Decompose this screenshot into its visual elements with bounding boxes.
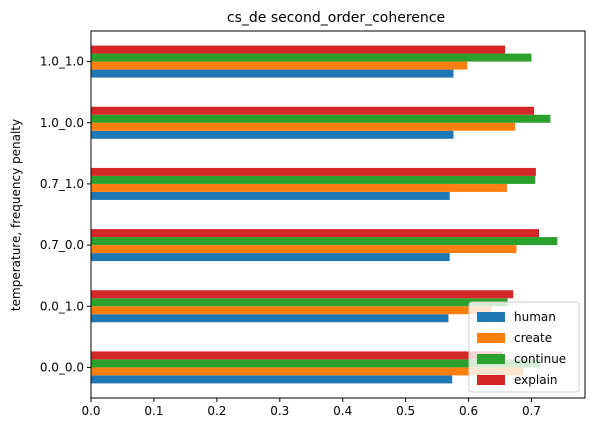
bar-create-0.7_1.0 <box>91 183 507 192</box>
x-tick-label: 0.5 <box>396 404 415 418</box>
legend-label-create: create <box>514 331 552 345</box>
y-tick-label: 0.7_1.0 <box>40 177 84 191</box>
bar-create-0.7_0.0 <box>91 245 517 254</box>
x-tick-label: 0.2 <box>207 404 226 418</box>
legend-swatch-explain <box>477 375 505 385</box>
chart-title: cs_de second_order_coherence <box>227 10 445 26</box>
legend: human create continue explain <box>468 301 580 393</box>
bars-group <box>91 45 558 384</box>
y-tick-label: 0.0_1.0 <box>40 299 84 313</box>
legend-label-human: human <box>514 310 556 324</box>
bar-create-1.0_0.0 <box>91 122 516 131</box>
bar-explain-0.0_0.0 <box>91 351 503 360</box>
x-tick-label: 0.1 <box>144 404 163 418</box>
y-axis-label: temperature, frequency penalty <box>9 119 23 311</box>
legend-swatch-human <box>477 312 505 322</box>
x-tick-label: 0.0 <box>81 404 100 418</box>
y-ticks-group: 0.0_0.0 0.0_1.0 0.7_0.0 0.7_1.0 1.0_0.0 1.0_1… <box>40 55 91 374</box>
bar-create-0.0_1.0 <box>91 306 492 315</box>
bar-explain-1.0_0.0 <box>91 106 535 115</box>
bar-human-1.0_1.0 <box>91 69 454 78</box>
bar-human-1.0_0.0 <box>91 130 454 139</box>
x-ticks-group: 0.0 0.1 0.2 0.3 0.4 0.5 0.6 0.7 <box>81 398 541 418</box>
legend-label-continue: continue <box>514 352 566 366</box>
bar-create-0.0_0.0 <box>91 367 524 376</box>
bar-human-0.7_0.0 <box>91 253 450 262</box>
x-tick-label: 0.6 <box>459 404 478 418</box>
x-tick-label: 0.7 <box>522 404 541 418</box>
bar-explain-0.0_1.0 <box>91 290 514 299</box>
y-tick-label: 0.0_0.0 <box>40 360 84 374</box>
plot-frame <box>90 30 586 399</box>
bar-explain-1.0_1.0 <box>91 45 506 54</box>
bar-continue-0.7_1.0 <box>91 175 536 184</box>
legend-swatch-create <box>477 333 505 343</box>
y-tick-label: 0.7_0.0 <box>40 238 84 252</box>
bar-explain-0.7_0.0 <box>91 229 540 238</box>
bar-continue-0.0_0.0 <box>91 359 541 368</box>
x-tick-label: 0.4 <box>333 404 352 418</box>
bar-continue-0.0_1.0 <box>91 298 508 307</box>
bar-human-0.0_0.0 <box>91 375 453 384</box>
bar-human-0.0_1.0 <box>91 314 449 323</box>
y-tick-label: 1.0_1.0 <box>40 55 84 69</box>
legend-swatch-continue <box>477 354 505 364</box>
bar-continue-1.0_1.0 <box>91 53 532 62</box>
bar-continue-1.0_0.0 <box>91 114 551 123</box>
y-tick-label: 1.0_0.0 <box>40 116 84 130</box>
bar-explain-0.7_1.0 <box>91 167 536 176</box>
bar-create-1.0_1.0 <box>91 61 468 70</box>
x-tick-label: 0.3 <box>270 404 289 418</box>
bar-human-0.7_1.0 <box>91 191 450 200</box>
legend-label-explain: explain <box>514 373 558 387</box>
bar-continue-0.7_0.0 <box>91 237 558 246</box>
legend-box <box>468 301 580 393</box>
